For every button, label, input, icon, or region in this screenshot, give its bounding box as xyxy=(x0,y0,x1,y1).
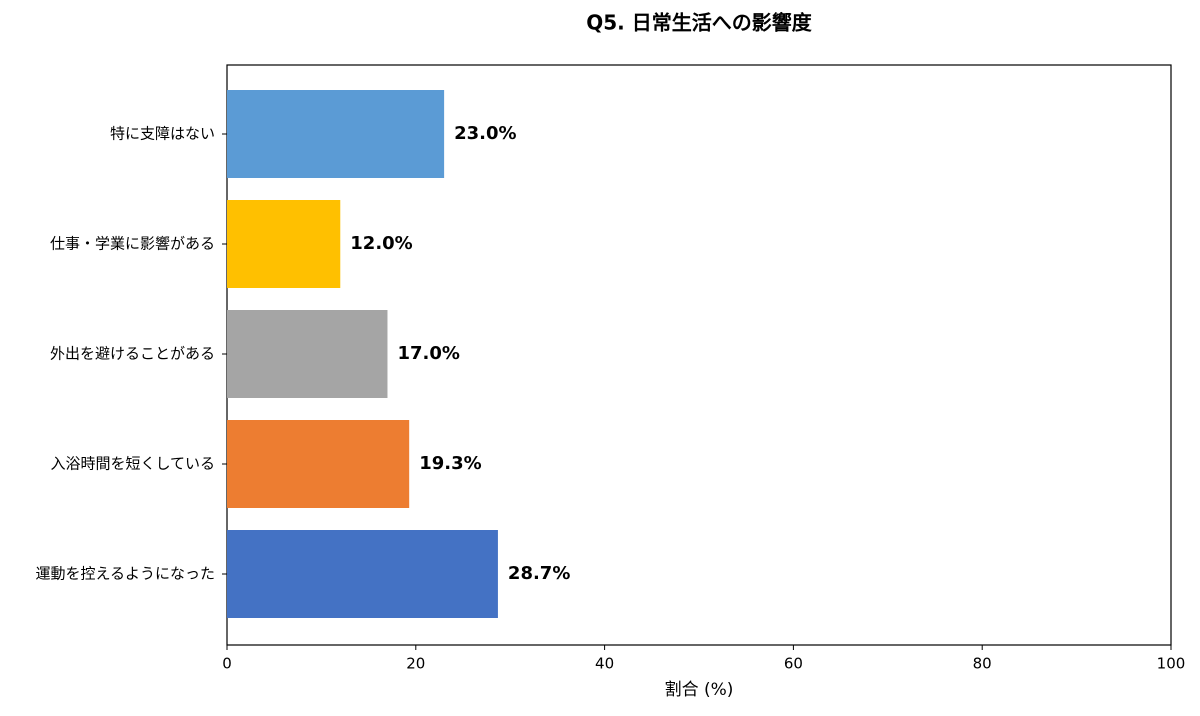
y-tick-label: 仕事・学業に影響がある xyxy=(50,235,215,253)
bar xyxy=(227,530,498,618)
x-tick-label: 80 xyxy=(973,655,992,673)
x-tick-label: 0 xyxy=(222,655,232,673)
x-axis-label: 割合 (%) xyxy=(665,680,734,700)
bar xyxy=(227,90,445,178)
value-label: 12.0% xyxy=(350,233,412,254)
value-label: 23.0% xyxy=(454,123,516,144)
value-label: 17.0% xyxy=(397,343,459,364)
y-tick-label: 運動を控えるようになった xyxy=(35,565,215,583)
bar xyxy=(227,200,341,288)
y-tick-label: 特に支障はない xyxy=(110,125,215,143)
value-label: 19.3% xyxy=(419,453,481,474)
x-tick-label: 100 xyxy=(1157,655,1186,673)
chart-title: Q5. 日常生活への影響度 xyxy=(586,11,812,35)
value-label: 28.7% xyxy=(508,563,570,584)
x-tick-label: 60 xyxy=(784,655,803,673)
bar xyxy=(227,310,388,398)
x-tick-label: 20 xyxy=(406,655,425,673)
y-tick-label: 入浴時間を短くしている xyxy=(50,455,215,473)
y-tick-label: 外出を避けることがある xyxy=(50,345,215,363)
bar xyxy=(227,420,410,508)
x-tick-label: 40 xyxy=(595,655,614,673)
